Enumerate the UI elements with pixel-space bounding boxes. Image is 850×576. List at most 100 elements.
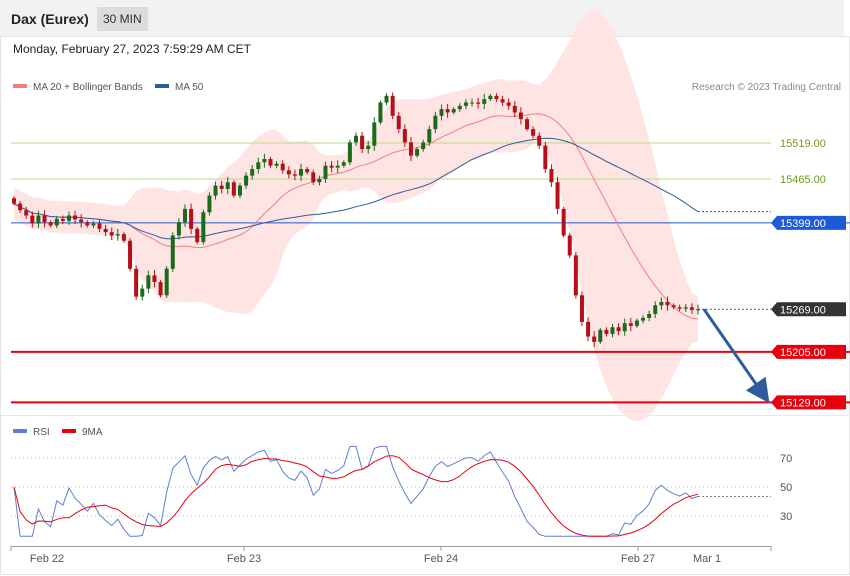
candle <box>36 210 41 229</box>
candle <box>500 95 505 106</box>
candle <box>415 147 420 158</box>
candle <box>201 209 206 245</box>
svg-text:15129.00: 15129.00 <box>780 397 826 409</box>
candle <box>579 291 584 326</box>
candle <box>470 98 475 107</box>
candle <box>653 301 658 318</box>
rsi-tick: 70 <box>780 453 792 465</box>
bollinger-band-area <box>14 9 698 422</box>
candle <box>396 111 401 134</box>
candle <box>140 284 145 301</box>
rsi-tick: 30 <box>780 511 792 523</box>
candle <box>274 161 279 169</box>
candle <box>73 210 78 225</box>
price-label: 15399.00 <box>771 215 846 230</box>
candle <box>231 180 236 198</box>
candle <box>335 160 340 173</box>
candle <box>280 160 285 174</box>
candle <box>170 232 175 273</box>
candle <box>494 93 499 102</box>
candle <box>445 103 450 118</box>
candle <box>146 270 151 294</box>
candle <box>66 211 71 225</box>
moving-averages <box>13 113 699 320</box>
legend-9ma: 9MA <box>82 427 103 438</box>
candle <box>30 211 35 228</box>
candle <box>610 323 615 338</box>
candle <box>79 214 84 228</box>
candle <box>292 169 297 181</box>
candle <box>317 175 322 186</box>
candle <box>433 111 438 134</box>
legend-ma20: MA 20 + Bollinger Bands <box>33 82 143 93</box>
candle <box>109 227 114 241</box>
candle <box>237 182 242 199</box>
timeframe-badge[interactable]: 30 MIN <box>97 7 148 31</box>
candle <box>262 153 267 168</box>
legend-ma50: MA 50 <box>175 82 204 93</box>
candle <box>12 196 16 206</box>
candle <box>97 220 102 233</box>
candle <box>158 280 163 298</box>
candle <box>268 157 273 168</box>
candle <box>482 93 487 110</box>
candle <box>24 206 29 219</box>
candle <box>54 216 59 229</box>
candle <box>213 181 218 200</box>
candle <box>567 232 572 259</box>
candle <box>91 220 96 229</box>
candle <box>347 139 352 165</box>
rsi-line <box>13 445 699 537</box>
candle <box>42 210 47 228</box>
candle <box>421 139 426 152</box>
candle <box>512 101 517 118</box>
candle <box>390 92 395 120</box>
candle <box>311 169 316 185</box>
candle <box>451 107 456 115</box>
candle <box>250 164 255 180</box>
candle <box>60 215 65 225</box>
candle <box>549 164 554 187</box>
x-tick-label: Feb 27 <box>621 553 655 565</box>
candle <box>659 297 664 310</box>
legend-swatch-9ma <box>62 429 76 433</box>
price-label: 15519.00 <box>780 138 826 150</box>
candle <box>176 218 181 240</box>
candle <box>671 303 676 310</box>
candle <box>622 318 627 336</box>
price-label: 15129.00 <box>771 395 846 410</box>
candle <box>164 266 169 298</box>
candle <box>219 180 224 194</box>
candle <box>598 327 603 344</box>
candle <box>244 172 249 189</box>
candle <box>402 124 407 148</box>
candle <box>183 204 187 227</box>
candle <box>683 303 688 312</box>
price-label: 15269.00 <box>771 302 846 317</box>
date-label: Monday, February 27, 2023 7:59:29 AM CET <box>13 42 251 56</box>
rsi-panel: 70 50 30 <box>11 445 792 537</box>
candle <box>408 137 413 162</box>
projection-arrow <box>702 308 770 404</box>
candle <box>476 97 481 109</box>
price-label: 15205.00 <box>771 344 846 359</box>
svg-text:15205.00: 15205.00 <box>780 347 826 359</box>
projection <box>702 308 770 404</box>
candle <box>195 226 200 245</box>
candle <box>439 104 444 121</box>
legend-swatch-ma20 <box>13 84 27 88</box>
x-tick-label: Feb 22 <box>30 553 64 565</box>
candle <box>341 160 346 168</box>
candle <box>525 117 529 132</box>
candle <box>616 323 621 336</box>
candle <box>372 117 377 152</box>
candle <box>225 176 230 195</box>
header-bar: Dax (Eurex) 30 MIN <box>0 0 844 36</box>
candle <box>366 141 371 154</box>
credit-text: Research © 2023 Trading Central <box>692 82 841 93</box>
candle <box>518 107 523 125</box>
x-axis-ticks: Feb 22 Feb 23 Feb 24 Feb 27 Mar 1 <box>10 546 772 565</box>
candle <box>696 304 700 315</box>
candle <box>543 141 548 173</box>
